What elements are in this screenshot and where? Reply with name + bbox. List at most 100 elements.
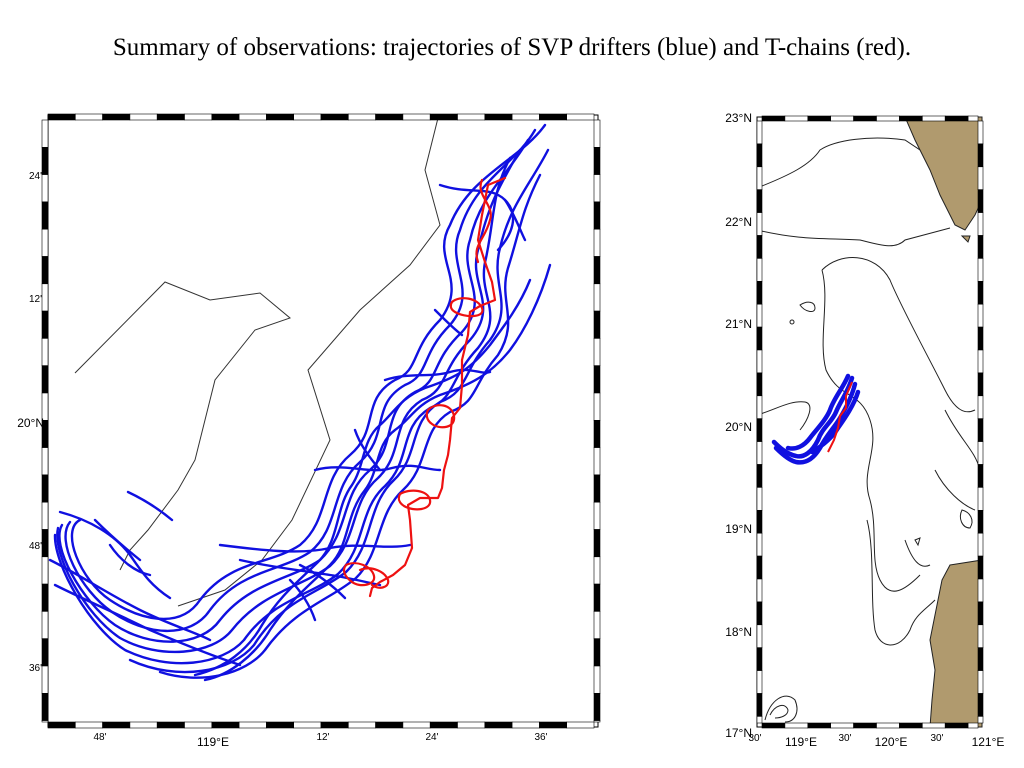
svp-track: [126, 490, 174, 522]
tick-label-x: 24': [425, 732, 438, 743]
frame-segment: [784, 722, 809, 729]
frame-segment: [977, 418, 984, 442]
svp-track: [58, 510, 172, 600]
frame-segment: [977, 509, 984, 534]
frame-segment: [429, 721, 458, 729]
frame-segment: [807, 115, 831, 122]
right-contour-west-bulge: [756, 401, 811, 431]
svp-track: [353, 428, 382, 472]
frame-segment: [756, 487, 763, 511]
right-map-land: [904, 116, 983, 728]
frame-segment: [41, 119, 49, 148]
svp-track: [193, 278, 532, 677]
frame-segment: [784, 115, 809, 122]
frame-segment: [977, 143, 984, 168]
frame-segment: [593, 419, 601, 448]
svp-track: [93, 518, 142, 562]
frame-segment: [876, 722, 900, 729]
svp-track: [785, 373, 851, 451]
frame-segment: [75, 721, 103, 729]
left-contour-east: [177, 117, 441, 607]
frame-segment: [977, 189, 984, 213]
frame-segment: [756, 555, 763, 580]
tick-label-y: 48': [29, 541, 42, 552]
tick-label-x: 48': [93, 732, 106, 743]
frame-segment: [41, 365, 49, 394]
frame-segment: [375, 721, 404, 729]
frame-segment: [977, 120, 984, 145]
frame-segment: [756, 143, 763, 168]
right-contour-ridge-east: [821, 257, 976, 413]
frame-segment: [756, 280, 763, 305]
svp-track: [158, 173, 542, 679]
right-contour-north: [756, 137, 946, 196]
frame-segment: [977, 464, 984, 488]
frame-segment: [977, 532, 984, 557]
frame-segment: [156, 113, 185, 121]
tick-label-y: 23°N: [725, 111, 752, 125]
frame-segment: [593, 583, 601, 612]
left-contour-west: [74, 281, 292, 571]
frame-segment: [761, 722, 786, 729]
frame-segment: [457, 113, 486, 121]
frame-segment: [41, 283, 49, 312]
frame-segment: [41, 583, 49, 612]
svp-track: [288, 578, 317, 622]
t-chain-tracks: [342, 176, 507, 598]
frame-segment: [41, 338, 49, 366]
frame-segment: [977, 303, 984, 328]
frame-segment: [293, 113, 322, 121]
tick-label-x: 36': [534, 732, 547, 743]
frame-segment: [593, 283, 601, 312]
frame-segment: [593, 665, 601, 694]
svp-drifter-tracks: [48, 123, 552, 682]
svp-track: [53, 583, 242, 667]
frame-segment: [977, 349, 984, 374]
tick-label-x: 12': [316, 732, 329, 743]
frame-segment: [266, 113, 294, 121]
frame-segment: [756, 509, 763, 534]
right-t-chain-track: [827, 381, 853, 453]
frame-segment: [593, 338, 601, 366]
frame-segment: [402, 113, 431, 121]
svp-track: [238, 558, 382, 587]
frame-segment: [593, 147, 601, 175]
frame-segment: [320, 113, 349, 121]
right-contour-south-west-inner: [769, 704, 789, 719]
frame-segment: [102, 721, 131, 729]
frame-segment: [102, 113, 131, 121]
tick-label-y: 24': [29, 171, 42, 182]
frame-segment: [756, 441, 763, 465]
frame-segment: [756, 670, 763, 694]
left-map-x-ticks: 48' 119°E 12' 24' 36': [93, 732, 547, 749]
tick-label-y: 17°N: [725, 726, 752, 740]
frame-segment: [593, 611, 601, 640]
frame-segment: [593, 638, 601, 667]
frame-segment: [761, 115, 786, 122]
frame-segment: [977, 670, 984, 694]
svp-track: [56, 148, 522, 654]
slide-title: Summary of observations: trajectories of…: [112, 34, 912, 61]
frame-segment: [977, 235, 984, 259]
svp-track: [771, 375, 855, 459]
frame-segment: [593, 392, 601, 421]
frame-segment: [484, 113, 513, 121]
frame-segment: [511, 113, 540, 121]
frame-segment: [593, 119, 601, 148]
tick-label-x: 121°E: [972, 735, 1005, 749]
frame-segment: [977, 280, 984, 305]
frame-segment: [129, 113, 158, 121]
tick-label-y: 18°N: [725, 625, 752, 639]
t-chain-track: [358, 567, 390, 589]
frame-segment: [41, 474, 49, 503]
right-contour-islet: [799, 301, 816, 313]
frame-segment: [593, 556, 601, 585]
frame-segment: [41, 529, 49, 558]
frame-segment: [756, 418, 763, 442]
frame-segment: [830, 115, 854, 122]
frame-segment: [347, 113, 376, 121]
frame-segment: [593, 310, 601, 339]
frame-segment: [266, 721, 294, 729]
frame-segment: [944, 115, 969, 122]
frame-segment: [129, 721, 158, 729]
